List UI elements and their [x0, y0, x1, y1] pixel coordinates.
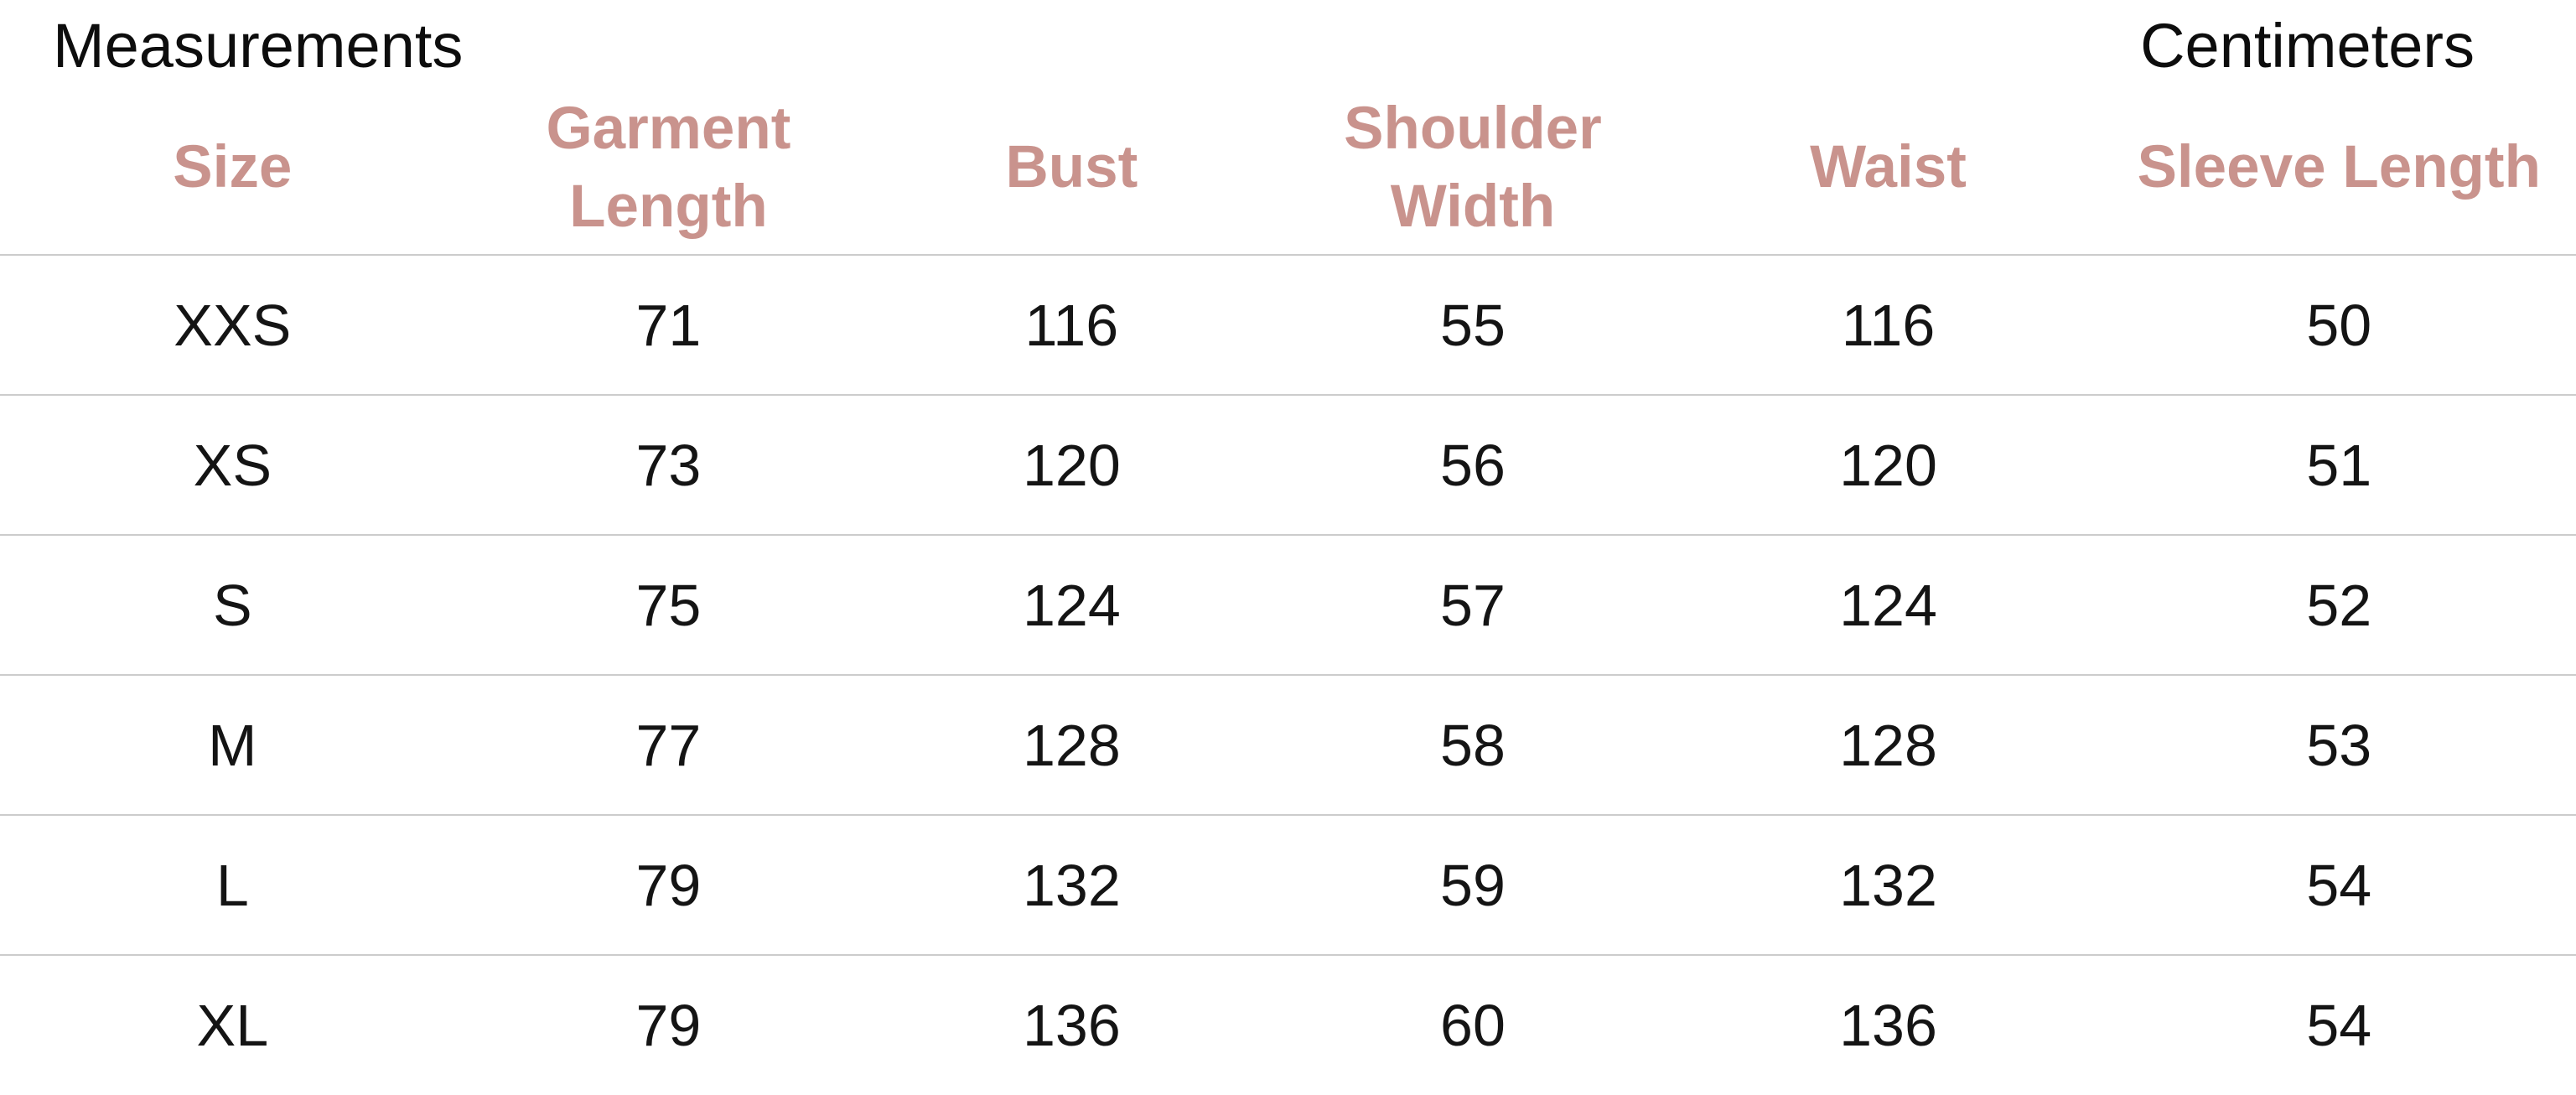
cell-size: XS	[193, 432, 272, 498]
cell-garment_length: 71	[635, 292, 702, 358]
cell-sleeve_length: 52	[2306, 572, 2372, 638]
column-header-size: Size	[173, 134, 293, 200]
cell-bust: 128	[1022, 712, 1121, 778]
cell-waist: 116	[1841, 292, 1936, 358]
table-row-xs: XS 73 120 56 120 51	[0, 395, 2576, 535]
column-header-waist: Waist	[1810, 134, 1967, 200]
page-title: Measurements	[53, 11, 464, 80]
cell-size: M	[208, 712, 257, 778]
cell-shoulder_width: 55	[1440, 292, 1506, 358]
size-chart-table: Size Garment Length Bust Shoulder Width Wais…	[0, 80, 2576, 1095]
cell-shoulder_width: 60	[1440, 993, 1506, 1058]
cell-sleeve_length: 53	[2306, 712, 2372, 778]
cell-shoulder_width: 58	[1440, 712, 1506, 778]
measurements-header: Measurements Centimeters	[0, 0, 2576, 80]
table-row-m: M 77 128 58 128 53	[0, 675, 2576, 815]
cell-garment_length: 79	[635, 993, 702, 1058]
cell-waist: 132	[1839, 852, 1937, 918]
cell-shoulder_width: 59	[1440, 852, 1506, 918]
header-row: Size Garment Length Bust Shoulder Width Wais…	[0, 80, 2576, 255]
column-header-sleeve_length: Sleeve Length	[2137, 134, 2541, 200]
cell-garment_length: 73	[635, 432, 702, 498]
cell-size: S	[212, 572, 252, 638]
cell-bust: 136	[1022, 993, 1121, 1058]
cell-bust: 120	[1022, 432, 1121, 498]
column-header-garment_length: Garment Length	[546, 95, 791, 240]
cell-waist: 128	[1839, 712, 1937, 778]
cell-shoulder_width: 57	[1440, 572, 1506, 638]
cell-bust: 132	[1022, 852, 1121, 918]
cell-sleeve_length: 54	[2306, 993, 2372, 1058]
table-row-s: S 75 124 57 124 52	[0, 535, 2576, 675]
cell-garment_length: 77	[635, 712, 702, 778]
cell-size: XL	[196, 993, 269, 1058]
cell-bust: 124	[1022, 572, 1121, 638]
column-header-bust: Bust	[1005, 134, 1138, 200]
cell-waist: 124	[1839, 572, 1937, 638]
cell-size: XXS	[174, 292, 292, 358]
cell-garment_length: 75	[635, 572, 702, 638]
cell-sleeve_length: 51	[2306, 432, 2372, 498]
table-row-xl: XL 79 136 60 136 54	[0, 955, 2576, 1095]
cell-waist: 136	[1839, 993, 1937, 1058]
cell-size: L	[215, 852, 249, 918]
cell-sleeve_length: 50	[2306, 292, 2372, 358]
table-row-xxs: XXS 71 116 55 116 50	[0, 255, 2576, 395]
table-row-l: L 79 132 59 132 54	[0, 815, 2576, 955]
cell-shoulder_width: 56	[1440, 432, 1506, 498]
cell-garment_length: 79	[635, 852, 702, 918]
cell-sleeve_length: 54	[2306, 852, 2372, 918]
table-body: XXS 71 116 55 116 50 XS 73 120 56 120 51 S 75 124 57 124…	[0, 255, 2576, 1095]
unit-label: Centimeters	[2140, 11, 2475, 80]
cell-waist: 120	[1839, 432, 1937, 498]
column-header-shoulder_width: Shoulder Width	[1344, 95, 1602, 240]
cell-bust: 116	[1024, 292, 1119, 358]
